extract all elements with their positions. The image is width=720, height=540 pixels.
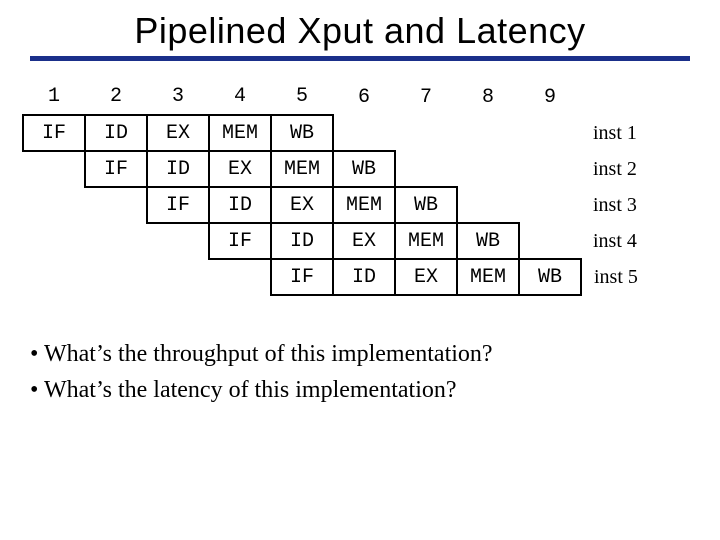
empty-cell (519, 115, 581, 151)
label-column-header (581, 79, 671, 115)
pipeline-stage: EX (147, 115, 209, 151)
pipeline-table: 123456789IFIDEXMEMWBinst 1IFIDEXMEMWBins… (22, 79, 672, 296)
pipeline-stage: MEM (395, 223, 457, 259)
pipeline-stage: WB (519, 259, 581, 295)
cycle-header: 3 (147, 79, 209, 115)
pipeline-stage: IF (147, 187, 209, 223)
empty-cell (23, 187, 85, 223)
cycle-header: 4 (209, 79, 271, 115)
pipeline-stage: MEM (457, 259, 519, 295)
pipeline-stage: WB (395, 187, 457, 223)
pipeline-stage: IF (23, 115, 85, 151)
pipeline-stage: EX (333, 223, 395, 259)
bullet-item: What’s the latency of this implementatio… (30, 372, 700, 408)
pipeline-stage: ID (209, 187, 271, 223)
cycle-header: 8 (457, 79, 519, 115)
instruction-label: inst 4 (581, 223, 671, 259)
empty-cell (395, 151, 457, 187)
empty-cell (23, 223, 85, 259)
pipeline-stage: IF (85, 151, 147, 187)
empty-cell (147, 223, 209, 259)
title-rule (30, 56, 690, 61)
slide-title: Pipelined Xput and Latency (20, 10, 700, 52)
instruction-label: inst 3 (581, 187, 671, 223)
empty-cell (519, 187, 581, 223)
pipeline-stage: ID (271, 223, 333, 259)
bullet-item: What’s the throughput of this implementa… (30, 336, 700, 372)
pipeline-stage: EX (271, 187, 333, 223)
pipeline-stage: WB (271, 115, 333, 151)
empty-cell (457, 187, 519, 223)
empty-cell (457, 115, 519, 151)
pipeline-stage: MEM (209, 115, 271, 151)
pipeline-stage: ID (147, 151, 209, 187)
instruction-label: inst 5 (581, 259, 671, 295)
pipeline-stage: ID (85, 115, 147, 151)
pipeline-stage: IF (271, 259, 333, 295)
empty-cell (85, 223, 147, 259)
cycle-header: 2 (85, 79, 147, 115)
empty-cell (85, 187, 147, 223)
instruction-label: inst 2 (581, 151, 671, 187)
empty-cell (23, 151, 85, 187)
instruction-label: inst 1 (581, 115, 671, 151)
cycle-header: 7 (395, 79, 457, 115)
empty-cell (395, 115, 457, 151)
cycle-header: 6 (333, 79, 395, 115)
bullet-list: What’s the throughput of this implementa… (30, 336, 700, 408)
empty-cell (519, 223, 581, 259)
empty-cell (519, 151, 581, 187)
pipeline-stage: EX (209, 151, 271, 187)
pipeline-stage: WB (457, 223, 519, 259)
cycle-header: 5 (271, 79, 333, 115)
cycle-header: 9 (519, 79, 581, 115)
empty-cell (333, 115, 395, 151)
pipeline-stage: IF (209, 223, 271, 259)
cycle-header: 1 (23, 79, 85, 115)
empty-cell (147, 259, 209, 295)
pipeline-diagram: 123456789IFIDEXMEMWBinst 1IFIDEXMEMWBins… (22, 79, 700, 296)
pipeline-stage: MEM (271, 151, 333, 187)
empty-cell (85, 259, 147, 295)
pipeline-stage: EX (395, 259, 457, 295)
pipeline-stage: ID (333, 259, 395, 295)
empty-cell (209, 259, 271, 295)
empty-cell (457, 151, 519, 187)
pipeline-stage: MEM (333, 187, 395, 223)
empty-cell (23, 259, 85, 295)
pipeline-stage: WB (333, 151, 395, 187)
